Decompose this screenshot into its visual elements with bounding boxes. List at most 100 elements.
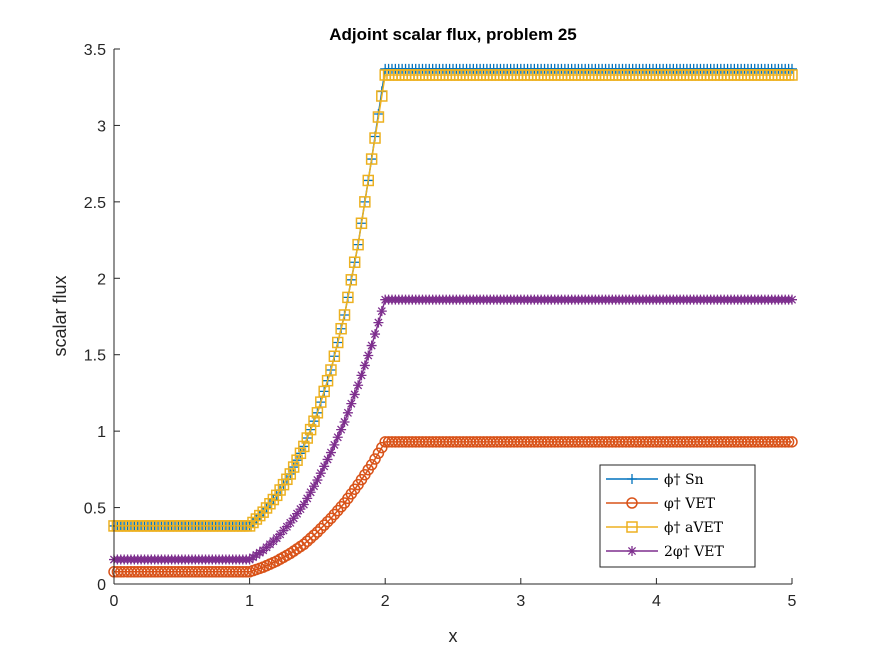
legend-label-3: ϕ† aVET	[664, 520, 724, 536]
legend-marker-circle	[626, 497, 638, 509]
data-point-square	[298, 440, 310, 453]
data-point-square	[325, 364, 337, 376]
data-point-asterisk	[359, 360, 370, 371]
data-point-square	[355, 217, 368, 230]
legend-label-2: φ† VET	[664, 496, 716, 512]
data-point-asterisk	[281, 521, 292, 532]
data-point-circle	[318, 519, 330, 531]
data-point-asterisk	[298, 499, 309, 510]
y-tick-label: 3.5	[84, 42, 106, 59]
data-point-square	[352, 238, 364, 251]
data-point-asterisk	[329, 439, 340, 450]
data-point-circle	[335, 501, 347, 513]
data-point-asterisk	[336, 424, 347, 435]
data-point-square	[786, 69, 798, 81]
data-point-asterisk	[295, 504, 306, 515]
x-tick-label: 5	[788, 593, 797, 610]
data-point-asterisk	[787, 294, 797, 305]
data-point-asterisk	[312, 475, 323, 486]
data-point-circle	[376, 441, 388, 454]
data-point-asterisk	[342, 407, 353, 418]
data-point-asterisk	[251, 549, 262, 560]
data-point-square	[331, 336, 344, 349]
legend-item-1: ϕ† Sn	[606, 472, 704, 488]
data-point-circle	[315, 522, 327, 535]
data-point-square	[359, 196, 371, 208]
data-point-asterisk	[349, 389, 360, 400]
data-point-square	[328, 350, 341, 362]
data-point-circle	[331, 504, 344, 517]
data-point-asterisk	[244, 554, 255, 565]
series-markers-2	[108, 436, 798, 578]
data-point-square	[338, 309, 351, 321]
x-tick-label: 2	[381, 593, 390, 610]
data-point-circle	[325, 512, 337, 525]
data-point-square	[348, 256, 361, 268]
data-point-square	[308, 415, 320, 427]
data-point-asterisk	[309, 481, 320, 492]
data-point-asterisk	[271, 533, 282, 544]
data-point-square	[254, 509, 266, 522]
data-point-asterisk	[315, 468, 326, 479]
data-point-circle	[779, 436, 791, 448]
data-point-asterisk	[288, 513, 299, 524]
data-point-square	[267, 493, 280, 506]
data-point-asterisk	[346, 398, 357, 409]
data-point-square	[247, 516, 259, 529]
data-point-square	[243, 520, 256, 532]
series-markers-4	[109, 294, 797, 565]
data-point-square	[365, 153, 378, 165]
data-point-circle	[308, 529, 320, 541]
axes-layer: 0 1 2 3 4 5 0 0.5 1 1.5 2 2.5 3 3.5	[84, 42, 797, 610]
data-point-square	[291, 454, 303, 466]
series-layer	[108, 63, 798, 578]
x-tick-label: 4	[652, 593, 661, 610]
data-point-square	[294, 447, 307, 460]
y-axis-label: scalar flux	[50, 275, 70, 356]
data-point-plus	[787, 63, 797, 74]
x-tick-label: 0	[110, 593, 119, 610]
data-point-asterisk	[275, 529, 286, 540]
data-point-asterisk	[370, 329, 381, 340]
legend-item-2: φ† VET	[606, 496, 716, 512]
y-tick-label: 3	[97, 118, 106, 135]
y-tick-label: 1	[97, 424, 106, 441]
data-point-square	[284, 468, 297, 480]
data-point-square	[342, 291, 354, 304]
legend-box	[599, 464, 756, 568]
legend: ϕ† Sn φ† VET ϕ† aVET 2φ† VET	[599, 464, 756, 568]
data-point-square	[250, 513, 263, 525]
data-point-circle	[301, 535, 313, 547]
data-point-square	[301, 432, 313, 444]
x-tick-label: 1	[245, 593, 254, 610]
legend-item-3: ϕ† aVET	[606, 520, 724, 536]
legend-label-1: ϕ† Sn	[664, 472, 704, 488]
data-point-circle	[298, 538, 310, 551]
chart-title: Adjoint scalar flux, problem 25	[329, 25, 577, 44]
data-point-asterisk	[366, 340, 377, 351]
series-4	[109, 294, 797, 565]
data-point-asterisk	[373, 317, 384, 328]
data-point-circle	[311, 526, 324, 538]
data-point-square	[287, 461, 300, 473]
data-point-circle	[369, 453, 381, 465]
data-point-circle	[365, 459, 378, 471]
legend-label-4: 2φ† VET	[664, 544, 724, 560]
series-2	[108, 436, 798, 578]
data-point-asterisk	[292, 508, 303, 519]
legend-marker-square	[626, 521, 638, 533]
data-point-square	[260, 502, 273, 514]
data-point-asterisk	[363, 350, 374, 361]
data-point-asterisk	[339, 416, 350, 427]
data-point-square	[369, 132, 381, 144]
data-point-circle	[304, 532, 317, 544]
data-point-circle	[372, 447, 385, 460]
legend-item-4: 2φ† VET	[606, 544, 724, 560]
data-point-asterisk	[322, 454, 333, 465]
x-axis-label: x	[449, 626, 458, 646]
data-point-square	[345, 274, 358, 286]
legend-marker-plus	[627, 474, 637, 484]
data-point-asterisk	[302, 493, 313, 504]
data-point-asterisk	[356, 370, 367, 381]
data-point-square	[372, 111, 385, 123]
